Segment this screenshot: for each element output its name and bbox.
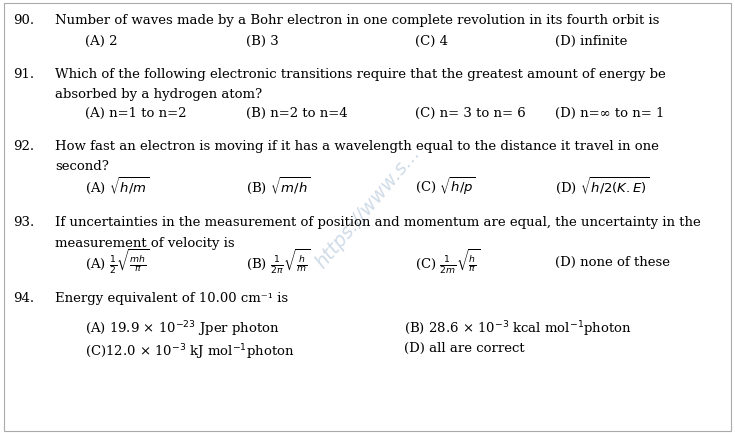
Text: 93.: 93. [13, 216, 35, 229]
Text: measurement of velocity is: measurement of velocity is [55, 237, 234, 250]
Text: (C) $\frac{1}{2m}\sqrt{\frac{h}{\pi}}$: (C) $\frac{1}{2m}\sqrt{\frac{h}{\pi}}$ [415, 248, 481, 276]
Text: (B) n=2 to n=4: (B) n=2 to n=4 [246, 107, 348, 120]
Text: Which of the following electronic transitions require that the greatest amount o: Which of the following electronic transi… [55, 68, 666, 81]
Text: (A) n=1 to n=2: (A) n=1 to n=2 [85, 107, 186, 120]
Text: (A) $\sqrt{h/m}$: (A) $\sqrt{h/m}$ [85, 175, 148, 196]
Text: 91.: 91. [13, 68, 35, 81]
Text: (D) n=∞ to n= 1: (D) n=∞ to n= 1 [555, 107, 664, 120]
Text: (C) n= 3 to n= 6: (C) n= 3 to n= 6 [415, 107, 526, 120]
Text: (C) 4: (C) 4 [415, 35, 448, 48]
Text: https://www.s...: https://www.s... [312, 144, 423, 272]
Text: (C)12.0 × 10$^{-3}$ kJ mol$^{-1}$photon: (C)12.0 × 10$^{-3}$ kJ mol$^{-1}$photon [85, 343, 294, 362]
Text: (D) none of these: (D) none of these [555, 255, 670, 268]
Text: (A) $\frac{1}{2}\sqrt{\frac{mh}{\pi}}$: (A) $\frac{1}{2}\sqrt{\frac{mh}{\pi}}$ [85, 248, 149, 276]
Text: How fast an electron is moving if it has a wavelength equal to the distance it t: How fast an electron is moving if it has… [55, 140, 659, 153]
Text: (A) 2: (A) 2 [85, 35, 117, 48]
Text: If uncertainties in the measurement of position and momentum are equal, the unce: If uncertainties in the measurement of p… [55, 216, 701, 229]
Text: (B) $\sqrt{m/h}$: (B) $\sqrt{m/h}$ [246, 175, 311, 196]
Text: (A) 19.9 × 10$^{-23}$ Jper photon: (A) 19.9 × 10$^{-23}$ Jper photon [85, 320, 279, 339]
Text: (D) $\sqrt{h/2(K.E)}$: (D) $\sqrt{h/2(K.E)}$ [555, 175, 649, 196]
Text: (B) 28.6 × 10$^{-3}$ kcal mol$^{-1}$photon: (B) 28.6 × 10$^{-3}$ kcal mol$^{-1}$phot… [404, 320, 632, 339]
Text: (D) infinite: (D) infinite [555, 35, 627, 48]
Text: Number of waves made by a Bohr electron in one complete revolution in its fourth: Number of waves made by a Bohr electron … [55, 14, 659, 27]
Text: second?: second? [55, 161, 109, 174]
Text: 94.: 94. [13, 292, 35, 305]
Text: (C) $\sqrt{h/p}$: (C) $\sqrt{h/p}$ [415, 175, 476, 197]
Text: (B) 3: (B) 3 [246, 35, 279, 48]
Text: 90.: 90. [13, 14, 35, 27]
Text: (D) all are correct: (D) all are correct [404, 343, 525, 355]
Text: 92.: 92. [13, 140, 35, 153]
Text: absorbed by a hydrogen atom?: absorbed by a hydrogen atom? [55, 88, 262, 101]
Text: (B) $\frac{1}{2\pi}\sqrt{\frac{h}{m}}$: (B) $\frac{1}{2\pi}\sqrt{\frac{h}{m}}$ [246, 248, 311, 276]
Text: Energy equivalent of 10.00 cm⁻¹ is: Energy equivalent of 10.00 cm⁻¹ is [55, 292, 288, 305]
